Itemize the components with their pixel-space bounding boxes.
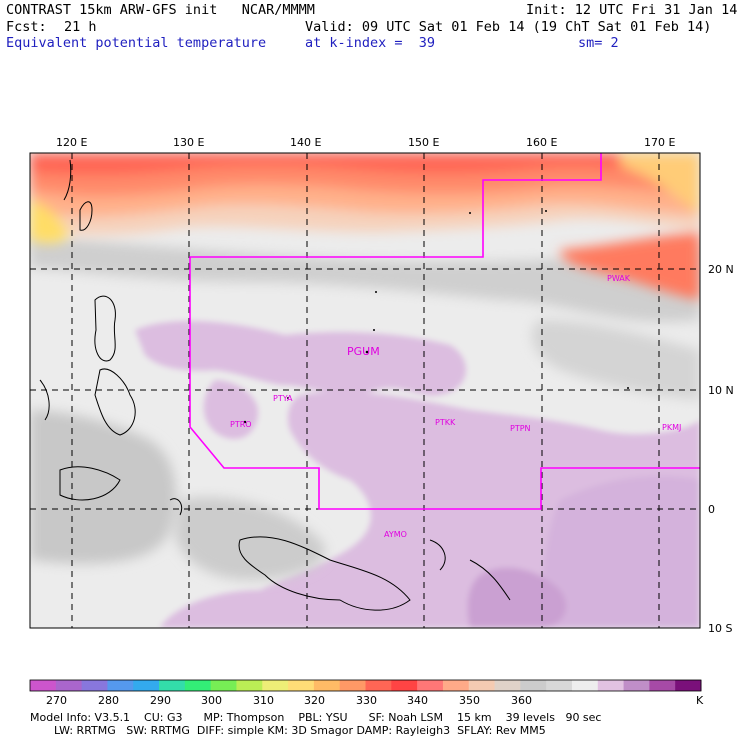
colorbar-swatch-4: [133, 680, 160, 691]
solomon-coast: [469, 559, 511, 601]
colorbar-label-310: 310: [253, 694, 274, 707]
forecast-hour: 21 h: [64, 19, 97, 35]
colorbar-swatch-20: [546, 680, 573, 691]
halmahera-coast: [169, 498, 183, 516]
colorbar-label-300: 300: [201, 694, 222, 707]
valid-time: Valid: 09 UTC Sat 01 Feb 14 (19 ChT Sat …: [305, 19, 712, 35]
station-ptro: PTRO: [230, 420, 252, 429]
colorbar-swatch-17: [468, 680, 496, 691]
colorbar-swatch-18: [494, 680, 521, 691]
colorbar-swatch-8: [236, 680, 263, 691]
colorbar-swatch-16: [442, 680, 470, 691]
colorbar-label-340: 340: [407, 694, 428, 707]
colorbar-swatch-21: [571, 680, 599, 691]
lon-label-120e: 120 E: [56, 136, 88, 149]
colorbar: [30, 680, 702, 691]
lon-label-160e: 160 E: [526, 136, 558, 149]
colorbar-label-290: 290: [150, 694, 171, 707]
plot-title: CONTRAST 15km ARW-GFS init NCAR/MMMM: [6, 2, 315, 18]
init-time: Init: 12 UTC Fri 31 Jan 14: [526, 2, 738, 18]
model-info-line2: LW: RRTMG SW: RRTMG DIFF: simple KM: 3D …: [54, 724, 546, 737]
lon-label-150e: 150 E: [408, 136, 440, 149]
map-field: PWAK PGUM PTYA PTRO PTKK PTPN PKMJ AYMO: [30, 153, 700, 628]
field-name: Equivalent potential temperature: [6, 35, 267, 51]
colorbar-swatch-7: [210, 680, 237, 691]
lon-label-140e: 140 E: [290, 136, 322, 149]
mindanao-coast: [94, 368, 136, 436]
luzon-coast: [94, 295, 116, 362]
colorbar-label-350: 350: [459, 694, 480, 707]
station-ptkk: PTKK: [435, 418, 456, 427]
colorbar-label-330: 330: [356, 694, 377, 707]
level-info: at k-index = 39: [305, 35, 436, 51]
colorbar-swatch-22: [597, 680, 625, 691]
station-ptya: PTYA: [273, 394, 293, 403]
colorbar-swatch-10: [288, 680, 315, 691]
colorbar-label-320: 320: [304, 694, 325, 707]
model-info-line1: Model Info: V3.5.1 CU: G3 MP: Thompson P…: [30, 711, 602, 724]
colorbar-swatch-9: [262, 680, 289, 691]
china-coast: [63, 159, 72, 201]
colorbar-swatch-5: [159, 680, 186, 691]
islands: [243, 210, 629, 424]
palawan-coast: [39, 379, 50, 421]
colorbar-swatch-25: [675, 680, 702, 691]
sulawesi-coast: [59, 466, 121, 501]
colorbar-swatch-14: [391, 680, 418, 691]
colorbar-swatch-15: [417, 680, 444, 691]
forecast-label: Fcst:: [6, 19, 47, 35]
station-ptpn: PTPN: [510, 424, 531, 433]
lat-label-equator: 0: [708, 503, 715, 516]
lon-label-170e: 170 E: [644, 136, 676, 149]
colorbar-label-280: 280: [98, 694, 119, 707]
colorbar-swatch-23: [623, 680, 650, 691]
lat-label-10n: 10 N: [708, 384, 734, 397]
colorbar-label-270: 270: [46, 694, 67, 707]
map-frame: [29, 152, 701, 629]
colorbar-swatch-24: [649, 680, 676, 691]
colorbar-swatch-13: [365, 680, 392, 691]
colorbar-swatch-1: [55, 680, 83, 691]
station-pgum: PGUM: [347, 345, 380, 358]
station-pwak: PWAK: [607, 274, 631, 283]
colorbar-swatch-11: [313, 680, 341, 691]
station-aymo: AYMO: [384, 530, 407, 539]
purple-regions: [135, 320, 700, 628]
colorbar-unit: K: [696, 694, 704, 707]
smoothing-info: sm= 2: [578, 35, 619, 51]
lat-label-20n: 20 N: [708, 263, 734, 276]
warm-band: [30, 153, 700, 300]
taiwan-coast: [79, 201, 93, 231]
colorbar-swatch-3: [107, 680, 134, 691]
colorbar-frame: [29, 679, 702, 692]
colorbar-swatch-2: [81, 680, 108, 691]
lat-label-10s: 10 S: [708, 622, 733, 635]
colorbar-label-360: 360: [511, 694, 532, 707]
new-guinea-coast: [238, 536, 411, 611]
new-britain-coast: [429, 539, 446, 571]
lon-label-130e: 130 E: [173, 136, 205, 149]
colorbar-swatch-19: [520, 680, 547, 691]
station-pkmj: PKMJ: [662, 423, 681, 432]
colorbar-swatch-6: [184, 680, 212, 691]
coastlines: [39, 159, 511, 611]
region-boundary: [189, 153, 700, 510]
colorbar-swatch-12: [339, 680, 366, 691]
colorbar-swatch-0: [30, 680, 57, 691]
